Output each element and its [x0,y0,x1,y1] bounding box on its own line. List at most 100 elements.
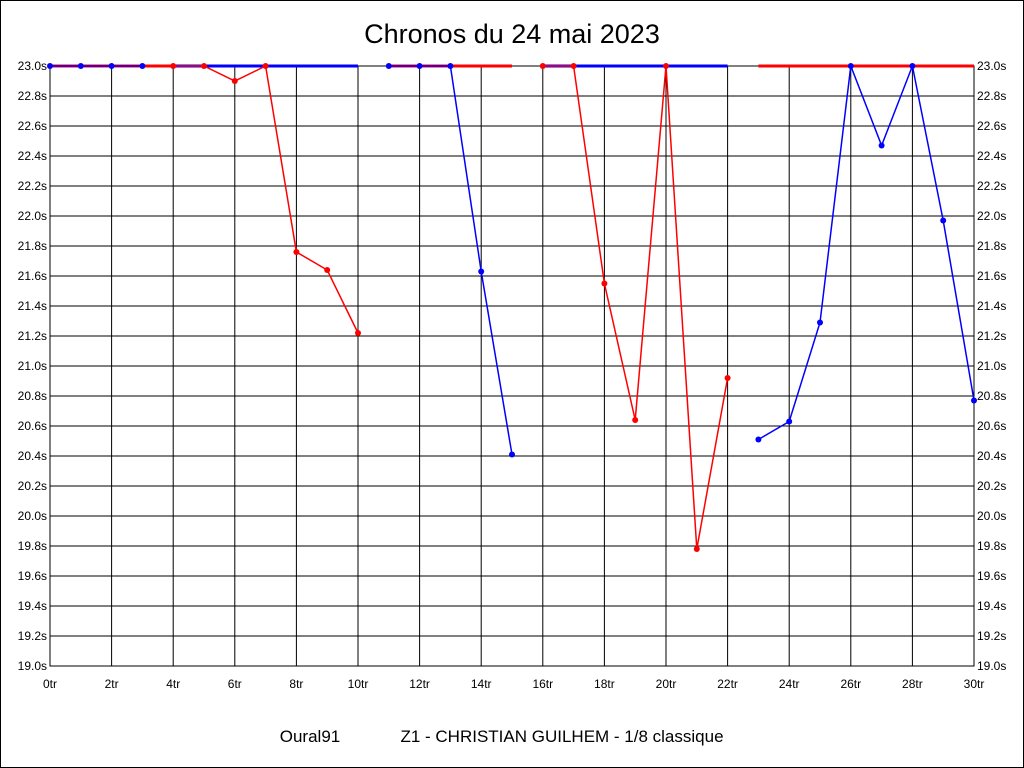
data-point [539,63,546,69]
data-point [632,417,639,423]
series-line [758,63,975,441]
x-tick-label: 4tr [166,677,180,691]
x-tick-label: 28tr [902,677,923,691]
data-point [108,63,115,69]
series-line [173,64,359,334]
x-tick-label: 12tr [409,677,430,691]
data-point [847,63,854,69]
y-tick-label-right: 21.0s [977,359,1006,373]
y-tick-label-right: 22.0s [977,209,1006,223]
y-tick-label-right: 21.4s [977,299,1006,313]
grid [49,65,975,667]
data-point [262,63,269,69]
y-tick-label-left: 21.6s [18,269,47,283]
data-point [663,63,669,69]
y-tick-label-right: 21.2s [977,329,1006,343]
data-point [231,78,238,84]
x-tick-label: 30tr [964,677,985,691]
x-tick-label: 10tr [348,677,369,691]
x-tick-label: 6tr [228,677,242,691]
y-tick-label-left: 19.6s [18,569,47,583]
data-point [447,63,454,69]
y-tick-label-right: 19.6s [977,569,1006,583]
y-tick-label-left: 19.8s [18,539,47,553]
data-point [47,63,53,69]
data-point [416,63,423,69]
y-tick-label-right: 22.4s [977,149,1006,163]
data-point [724,375,731,381]
y-tick-label-right: 20.0s [977,509,1006,523]
y-tick-label-right: 19.8s [977,539,1006,553]
y-tick-label-right: 19.0s [977,659,1006,673]
y-tick-label-right: 20.8s [977,389,1006,403]
y-tick-label-left: 21.8s [18,239,47,253]
footer-left: Oural91 [280,727,340,746]
x-tick-label: 8tr [289,677,303,691]
data-point [878,142,885,149]
y-tick-label-left: 20.8s [18,389,47,403]
data-point [755,436,762,443]
data-point [693,546,700,552]
y-tick-label-left: 23.0s [18,59,47,73]
data-point [817,319,823,326]
x-tick-labels: 0tr 2tr 4tr 6tr 8tr 10tr 12tr 14tr 16tr 18tr 20tr 2… [43,677,984,691]
y-tick-label-left: 21.0s [18,359,47,373]
y-tick-label-left: 22.6s [18,119,47,133]
y-tick-label-right: 22.6s [977,119,1006,133]
data-point [509,451,515,458]
y-tick-label-left: 21.4s [18,299,47,313]
x-tick-label: 24tr [779,677,800,691]
x-tick-label: 18tr [594,677,615,691]
data-point [77,63,84,69]
x-tick-label: 0tr [43,677,57,691]
y-tick-label-left: 19.0s [18,659,47,673]
y-tick-label-right: 19.2s [977,629,1006,643]
y-tick-label-left: 22.2s [18,179,47,193]
y-tick-label-left: 20.6s [18,419,47,433]
x-tick-label: 2tr [105,677,119,691]
data-point [940,217,947,224]
y-tick-label-left: 19.4s [18,599,47,613]
data-point [601,280,608,287]
data-point [324,267,331,273]
y-tick-label-right: 22.2s [977,179,1006,193]
y-tick-label-right: 21.8s [977,239,1006,253]
series-group [47,63,977,552]
y-tick-labels-right: 19.0s 19.2s 19.4s 19.6s 19.8s 20.0s 20.2s 20.4s… [977,59,1006,673]
x-tick-label: 14tr [471,677,492,691]
data-point [385,63,392,69]
data-point [478,268,485,275]
y-tick-label-left: 22.4s [18,149,47,163]
chart-title: Chronos du 24 mai 2023 [364,19,660,49]
y-tick-label-right: 22.8s [977,89,1006,103]
y-tick-label-right: 21.6s [977,269,1006,283]
data-point [786,418,793,425]
data-point [293,249,300,255]
y-tick-label-right: 20.6s [977,419,1006,433]
data-point [201,63,207,69]
data-point [570,63,577,69]
y-tick-label-left: 22.0s [18,209,47,223]
y-tick-label-left: 21.2s [18,329,47,343]
y-tick-label-left: 20.2s [18,479,47,493]
x-tick-label: 20tr [656,677,677,691]
footer-right: Z1 - CHRISTIAN GUILHEM - 1/8 classique [400,727,723,746]
x-tick-label: 16tr [532,677,553,691]
y-tick-label-left: 20.0s [18,509,47,523]
y-tick-label-right: 19.4s [977,599,1006,613]
data-point [355,330,361,336]
data-point [971,397,977,404]
y-tick-label-right: 20.4s [977,449,1006,463]
data-point [909,63,916,69]
y-tick-label-left: 19.2s [18,629,47,643]
x-tick-label: 22tr [717,677,738,691]
x-tick-label: 26tr [840,677,861,691]
y-tick-label-left: 22.8s [18,89,47,103]
y-tick-label-right: 23.0s [977,59,1006,73]
y-tick-label-left: 20.4s [18,449,47,463]
y-tick-labels-left: 19.0s 19.2s 19.4s 19.6s 19.8s 20.0s 20.2s 20.4s… [18,59,47,673]
series-line [542,65,729,550]
data-point [170,63,177,69]
